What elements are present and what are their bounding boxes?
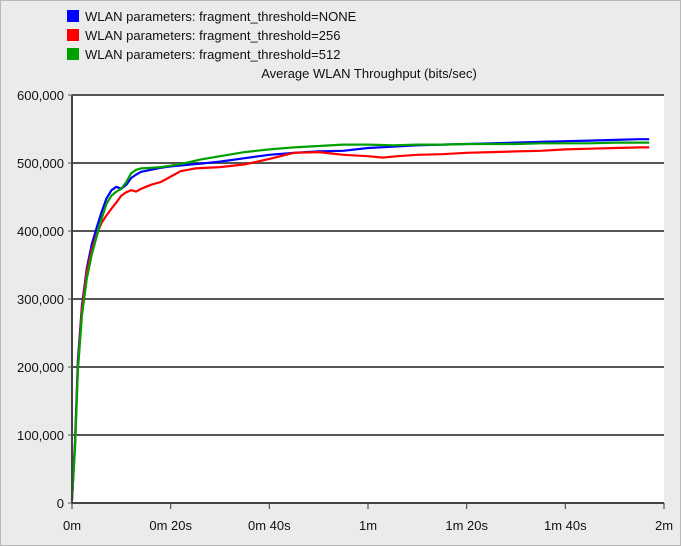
legend-swatch — [67, 10, 79, 22]
chart-title: Average WLAN Throughput (bits/sec) — [261, 66, 477, 81]
x-tick-label: 0m 20s — [149, 518, 192, 533]
legend: WLAN parameters: fragment_threshold=NONE… — [67, 9, 357, 62]
y-tick-label: 100,000 — [17, 428, 64, 443]
axes — [71, 95, 664, 504]
legend-swatch — [67, 29, 79, 41]
y-axis-ticks: 0 100,000 200,000 300,000 400,000 500,000 600,… — [17, 88, 72, 511]
x-tick-label: 1m — [359, 518, 377, 533]
series-line — [70, 141, 650, 500]
x-tick-label: 1m 20s — [445, 518, 488, 533]
gridlines — [72, 94, 664, 436]
x-tick-label: 2m — [655, 518, 673, 533]
legend-label: WLAN parameters: fragment_threshold=256 — [85, 28, 340, 43]
x-tick-label: 1m 40s — [544, 518, 587, 533]
y-tick-label: 400,000 — [17, 224, 64, 239]
series-lines — [70, 138, 650, 500]
y-tick-label: 600,000 — [17, 88, 64, 103]
y-tick-label: 500,000 — [17, 156, 64, 171]
legend-swatch — [67, 48, 79, 60]
legend-label: WLAN parameters: fragment_threshold=NONE — [85, 9, 357, 24]
y-tick-label: 200,000 — [17, 360, 64, 375]
x-tick-label: 0m 40s — [248, 518, 291, 533]
x-tick-label: 0m — [63, 518, 81, 533]
x-axis-ticks: 0m 0m 20s 0m 40s 1m 1m 20s 1m 40s 2m — [63, 503, 673, 533]
legend-label: WLAN parameters: fragment_threshold=512 — [85, 47, 340, 62]
y-tick-label: 300,000 — [17, 292, 64, 307]
y-tick-label: 0 — [57, 496, 64, 511]
